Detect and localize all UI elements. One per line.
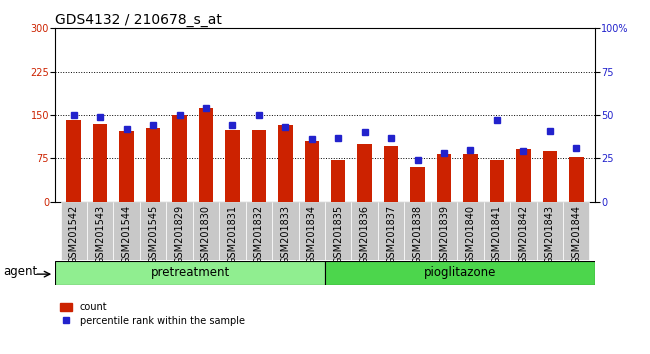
Legend: count, percentile rank within the sample: count, percentile rank within the sample: [60, 302, 244, 326]
Bar: [543, 151, 557, 202]
Bar: [225, 130, 240, 202]
Text: GSM201838: GSM201838: [413, 205, 422, 264]
Bar: [489, 160, 504, 202]
Text: GSM201829: GSM201829: [175, 205, 185, 264]
FancyBboxPatch shape: [457, 202, 484, 260]
Text: GSM201844: GSM201844: [571, 205, 581, 264]
Bar: [358, 144, 372, 202]
Text: GDS4132 / 210678_s_at: GDS4132 / 210678_s_at: [55, 13, 222, 27]
Bar: [199, 108, 213, 202]
FancyBboxPatch shape: [60, 202, 87, 260]
FancyBboxPatch shape: [272, 202, 298, 260]
FancyBboxPatch shape: [325, 261, 595, 285]
Text: GSM201542: GSM201542: [69, 205, 79, 264]
Bar: [516, 149, 530, 202]
Bar: [278, 125, 292, 202]
Text: GSM201835: GSM201835: [333, 205, 343, 264]
FancyBboxPatch shape: [352, 202, 378, 260]
FancyBboxPatch shape: [378, 202, 404, 260]
FancyBboxPatch shape: [484, 202, 510, 260]
Bar: [331, 160, 346, 202]
Text: GSM201841: GSM201841: [492, 205, 502, 264]
Text: GSM201839: GSM201839: [439, 205, 449, 264]
FancyBboxPatch shape: [87, 202, 114, 260]
Bar: [66, 120, 81, 202]
Text: agent: agent: [3, 265, 37, 278]
Text: pretreatment: pretreatment: [151, 267, 229, 279]
Text: GSM201543: GSM201543: [95, 205, 105, 264]
FancyBboxPatch shape: [193, 202, 219, 260]
FancyBboxPatch shape: [55, 261, 325, 285]
Text: GSM201830: GSM201830: [201, 205, 211, 264]
Bar: [120, 131, 134, 202]
Text: GSM201842: GSM201842: [518, 205, 528, 264]
Text: GSM201834: GSM201834: [307, 205, 317, 264]
Bar: [93, 124, 107, 202]
Bar: [172, 115, 187, 202]
Bar: [146, 128, 161, 202]
Text: GSM201833: GSM201833: [280, 205, 291, 264]
FancyBboxPatch shape: [431, 202, 457, 260]
Text: GSM201545: GSM201545: [148, 205, 158, 264]
FancyBboxPatch shape: [166, 202, 193, 260]
Bar: [304, 141, 319, 202]
Text: GSM201843: GSM201843: [545, 205, 555, 264]
FancyBboxPatch shape: [219, 202, 246, 260]
Text: GSM201836: GSM201836: [359, 205, 370, 264]
FancyBboxPatch shape: [140, 202, 166, 260]
FancyBboxPatch shape: [246, 202, 272, 260]
FancyBboxPatch shape: [563, 202, 590, 260]
Bar: [463, 154, 478, 202]
Text: pioglitazone: pioglitazone: [424, 267, 496, 279]
FancyBboxPatch shape: [325, 202, 352, 260]
Bar: [437, 154, 451, 202]
Text: GSM201544: GSM201544: [122, 205, 132, 264]
Text: GSM201837: GSM201837: [386, 205, 396, 264]
Bar: [410, 167, 425, 202]
FancyBboxPatch shape: [510, 202, 536, 260]
FancyBboxPatch shape: [114, 202, 140, 260]
Bar: [252, 130, 266, 202]
FancyBboxPatch shape: [298, 202, 325, 260]
FancyBboxPatch shape: [536, 202, 563, 260]
Text: GSM201832: GSM201832: [254, 205, 264, 264]
Text: GSM201840: GSM201840: [465, 205, 475, 264]
Text: GSM201831: GSM201831: [227, 205, 237, 264]
FancyBboxPatch shape: [404, 202, 431, 260]
Bar: [569, 157, 584, 202]
Bar: [384, 146, 398, 202]
